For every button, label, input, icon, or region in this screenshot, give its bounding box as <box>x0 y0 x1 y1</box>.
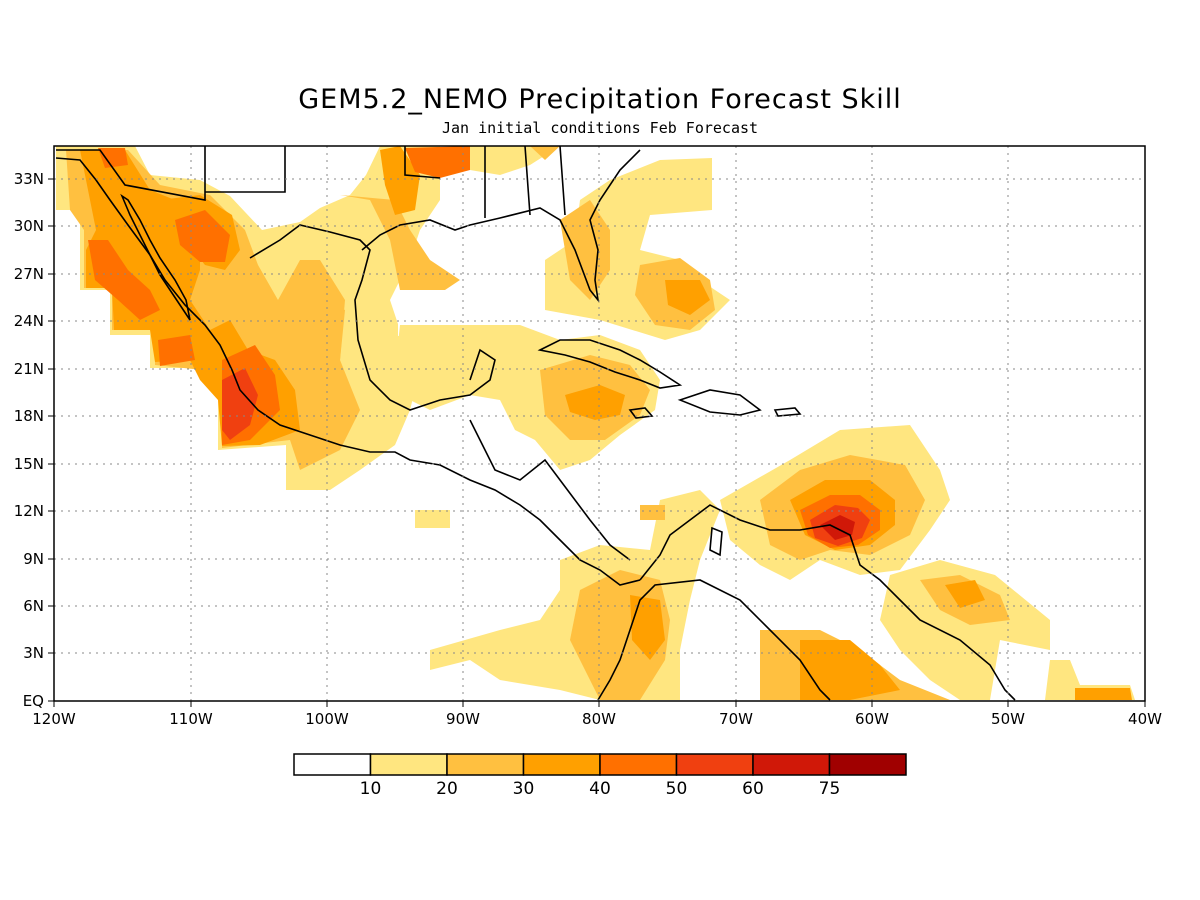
lat-tick-label: 18N <box>14 407 44 425</box>
coastline-south-america-north <box>639 504 1016 701</box>
skill-region-caribbean <box>565 385 625 420</box>
colorbar-swatch <box>752 753 831 776</box>
coastline-hispaniola <box>677 389 762 416</box>
lat-tick-label: 6N <box>23 597 44 615</box>
skill-region-florida <box>560 200 610 300</box>
skill-shading <box>56 146 1135 700</box>
colorbar-swatch <box>599 753 678 776</box>
lon-tick-label: 50W <box>991 710 1025 728</box>
lat-tick-label: 12N <box>14 502 44 520</box>
colorbar-label: 50 <box>666 779 688 799</box>
coastline-us-gulf <box>361 149 641 303</box>
coastline-gulf <box>249 224 496 411</box>
coastlines <box>55 146 1016 701</box>
skill-region-mexico-west <box>175 210 230 262</box>
skill-region-gulf <box>405 146 470 178</box>
lat-tick-labels: EQ 3N 6N 9N 12N 15N 18N 21N 24N 27N 30N … <box>14 170 44 710</box>
skill-region-mexico-west <box>88 240 160 320</box>
skill-region-caribbean <box>320 300 345 360</box>
skill-region-gulf <box>470 146 560 175</box>
skill-region-colombia <box>415 510 450 528</box>
grid-lines <box>54 146 1145 701</box>
skill-region-colombia <box>430 490 720 700</box>
skill-region-mexico-west <box>158 335 195 366</box>
colorbar: 10 20 30 40 50 60 75 <box>293 753 907 799</box>
skill-region-amazon <box>800 640 900 700</box>
colorbar-label: 75 <box>819 779 841 799</box>
lat-tick-label: 33N <box>14 170 44 188</box>
lon-tick-label: 90W <box>446 710 480 728</box>
coastline-central-america <box>469 419 631 561</box>
lon-tick-label: 80W <box>582 710 616 728</box>
lat-tick-label: 24N <box>14 312 44 330</box>
coastline-puerto-rico <box>773 407 802 417</box>
coastline-jamaica <box>628 407 654 419</box>
colorbar-swatch <box>828 753 907 776</box>
skill-region-gulf <box>380 146 420 215</box>
skill-region-mexico-west <box>98 148 128 168</box>
lon-tick-label: 70W <box>719 710 753 728</box>
border-us-mexico <box>56 146 566 218</box>
coastline-cuba <box>537 339 683 389</box>
lat-tick-label: 30N <box>14 217 44 235</box>
coastline-mexico-pacific <box>55 157 641 586</box>
colorbar-swatch <box>675 753 754 776</box>
skill-region-bahamas <box>665 280 710 315</box>
colorbar-swatch <box>293 753 372 776</box>
map-subtitle: Jan initial conditions Feb Forecast <box>441 119 759 137</box>
skill-region-gulf <box>530 146 560 160</box>
coastline-baja <box>120 193 191 321</box>
colorbar-swatch <box>522 753 601 776</box>
colorbar-label: 30 <box>513 779 535 799</box>
lat-tick-label: 27N <box>14 265 44 283</box>
skill-region-amazon <box>1075 688 1132 700</box>
colorbar-swatch <box>446 753 525 776</box>
skill-region-colombia <box>630 595 665 660</box>
lon-tick-labels: 120W 110W 100W 90W 80W 70W 60W 50W 40W <box>32 710 1162 728</box>
lon-tick-label: 60W <box>855 710 889 728</box>
lat-tick-label: 3N <box>23 644 44 662</box>
colorbar-label: 20 <box>436 779 458 799</box>
lake-maracaibo <box>709 526 723 557</box>
skill-region-colombia <box>640 505 665 520</box>
lat-tick-label: 9N <box>23 550 44 568</box>
tick-marks <box>48 178 1146 707</box>
colorbar-label: 40 <box>589 779 611 799</box>
map-title: GEM5.2_NEMO Precipitation Forecast Skill <box>298 84 902 115</box>
skill-region-guianas <box>945 580 985 608</box>
colorbar-label: 60 <box>742 779 764 799</box>
colorbar-label: 10 <box>360 779 382 799</box>
lon-tick-label: 40W <box>1128 710 1162 728</box>
lon-tick-label: 120W <box>32 710 76 728</box>
lat-tick-label: 21N <box>14 360 44 378</box>
lon-tick-label: 110W <box>169 710 213 728</box>
lat-tick-label: 15N <box>14 455 44 473</box>
lat-tick-label: EQ <box>23 692 44 710</box>
skill-region-mexico-west <box>222 368 258 440</box>
lon-tick-label: 100W <box>305 710 349 728</box>
coastline-south-america-interior <box>597 579 831 701</box>
colorbar-swatch <box>369 753 448 776</box>
